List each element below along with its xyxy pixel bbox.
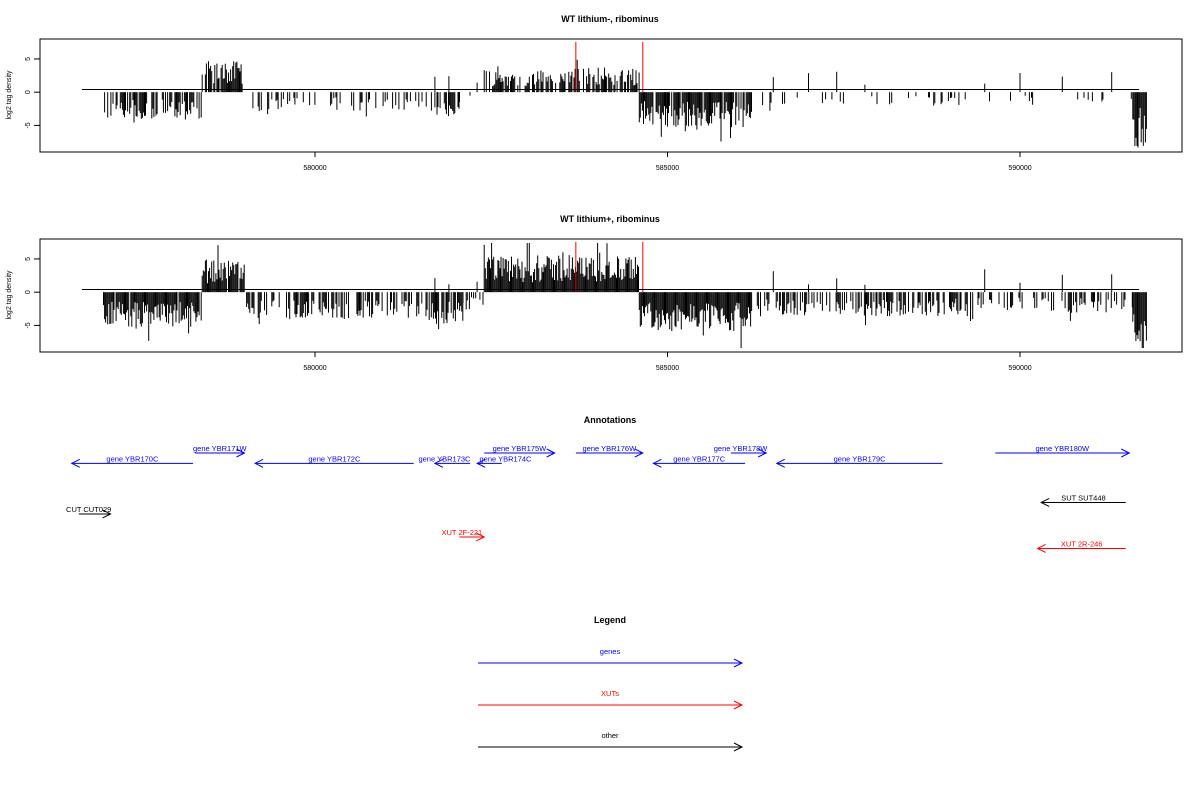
feature-arrow: gene YBR178W bbox=[714, 444, 769, 458]
feature-arrow: XUT 2R-246 bbox=[1036, 539, 1126, 553]
legend-label: genes bbox=[600, 647, 621, 656]
plot-frame bbox=[39, 238, 1183, 353]
x-tick-label: 590000 bbox=[1008, 365, 1031, 372]
feature-arrow: gene YBR170C bbox=[70, 454, 194, 468]
x-tick-label: 585000 bbox=[656, 165, 679, 172]
feature-arrow: gene YBR179C bbox=[775, 454, 943, 468]
y-axis: -5 0 5 bbox=[25, 257, 40, 329]
y-tick-label: -5 bbox=[25, 322, 32, 328]
legend-item: genes bbox=[478, 647, 744, 668]
density-bars bbox=[103, 243, 1147, 348]
feature-label: gene YBR178W bbox=[714, 444, 769, 453]
legend-title: Legend bbox=[594, 615, 626, 625]
legend-label: other bbox=[601, 731, 619, 740]
x-axis: 580000 585000 590000 bbox=[303, 152, 1032, 172]
feature-label: gene YBR173C bbox=[418, 454, 471, 463]
legend-label: XUTs bbox=[601, 689, 619, 698]
feature-label: gene YBR175W bbox=[493, 444, 548, 453]
x-tick-label: 580000 bbox=[303, 365, 326, 372]
y-axis-label: log2 tag density bbox=[6, 70, 13, 120]
feature-label: gene YBR170C bbox=[106, 454, 159, 463]
feature-arrows: gene YBR170C gene YBR171W gene YBR172C gene… bbox=[66, 444, 1131, 553]
annotations-title: Annotations bbox=[584, 415, 637, 425]
legend: Legend genes XUTs other bbox=[478, 615, 744, 752]
x-tick-label: 585000 bbox=[656, 365, 679, 372]
y-tick-label: 0 bbox=[25, 290, 32, 294]
legend-item: other bbox=[478, 731, 744, 752]
feature-label: gene YBR171W bbox=[193, 444, 248, 453]
feature-label: XUT 2F-221 bbox=[442, 528, 483, 537]
track-title: WT lithium+, ribominus bbox=[560, 214, 660, 224]
density-bars bbox=[104, 59, 1147, 148]
y-tick-label: 5 bbox=[25, 57, 32, 61]
feature-label: CUT CUT029 bbox=[66, 505, 111, 514]
track-panel-lithium-plus: WT lithium+, ribominus -5 0 5 580000 585000… bbox=[6, 214, 1183, 372]
legend-items: genes XUTs other bbox=[478, 647, 744, 752]
feature-arrow: gene YBR177C bbox=[652, 454, 746, 468]
y-tick-label: 5 bbox=[25, 257, 32, 261]
red-marker-lines bbox=[575, 242, 644, 293]
feature-arrow: XUT 2F-221 bbox=[442, 528, 486, 542]
legend-item: XUTs bbox=[478, 689, 744, 710]
y-tick-label: -5 bbox=[25, 122, 32, 128]
feature-label: SUT SUT448 bbox=[1061, 493, 1105, 502]
feature-arrow: gene YBR176W bbox=[575, 444, 644, 458]
feature-label: XUT 2R-246 bbox=[1061, 539, 1103, 548]
plot-frame bbox=[39, 38, 1183, 153]
feature-arrow: gene YBR173C bbox=[418, 454, 471, 468]
red-marker-lines bbox=[575, 42, 644, 93]
track-panel-lithium-minus: WT lithium-, ribominus -5 0 5 580000 585000… bbox=[6, 14, 1183, 172]
y-axis: -5 0 5 bbox=[25, 57, 40, 129]
x-axis: 580000 585000 590000 bbox=[303, 352, 1032, 372]
feature-arrow: CUT CUT029 bbox=[66, 505, 112, 519]
feature-label: gene YBR177C bbox=[673, 454, 726, 463]
feature-arrow: SUT SUT448 bbox=[1040, 493, 1126, 507]
feature-label: gene YBR174C bbox=[479, 454, 532, 463]
x-tick-label: 580000 bbox=[303, 165, 326, 172]
feature-arrow: gene YBR175W bbox=[484, 444, 556, 458]
feature-arrow: gene YBR180W bbox=[995, 444, 1131, 458]
x-tick-label: 590000 bbox=[1008, 165, 1031, 172]
feature-label: gene YBR179C bbox=[834, 454, 887, 463]
y-axis-label: log2 tag density bbox=[6, 270, 13, 320]
track-title: WT lithium-, ribominus bbox=[561, 14, 659, 24]
feature-arrow: gene YBR174C bbox=[476, 454, 532, 468]
y-tick-label: 0 bbox=[25, 90, 32, 94]
feature-arrow: gene YBR172C bbox=[253, 454, 414, 468]
feature-label: gene YBR172C bbox=[308, 454, 361, 463]
feature-label: gene YBR176W bbox=[583, 444, 638, 453]
feature-arrow: gene YBR171W bbox=[193, 444, 248, 458]
feature-label: gene YBR180W bbox=[1035, 444, 1090, 453]
